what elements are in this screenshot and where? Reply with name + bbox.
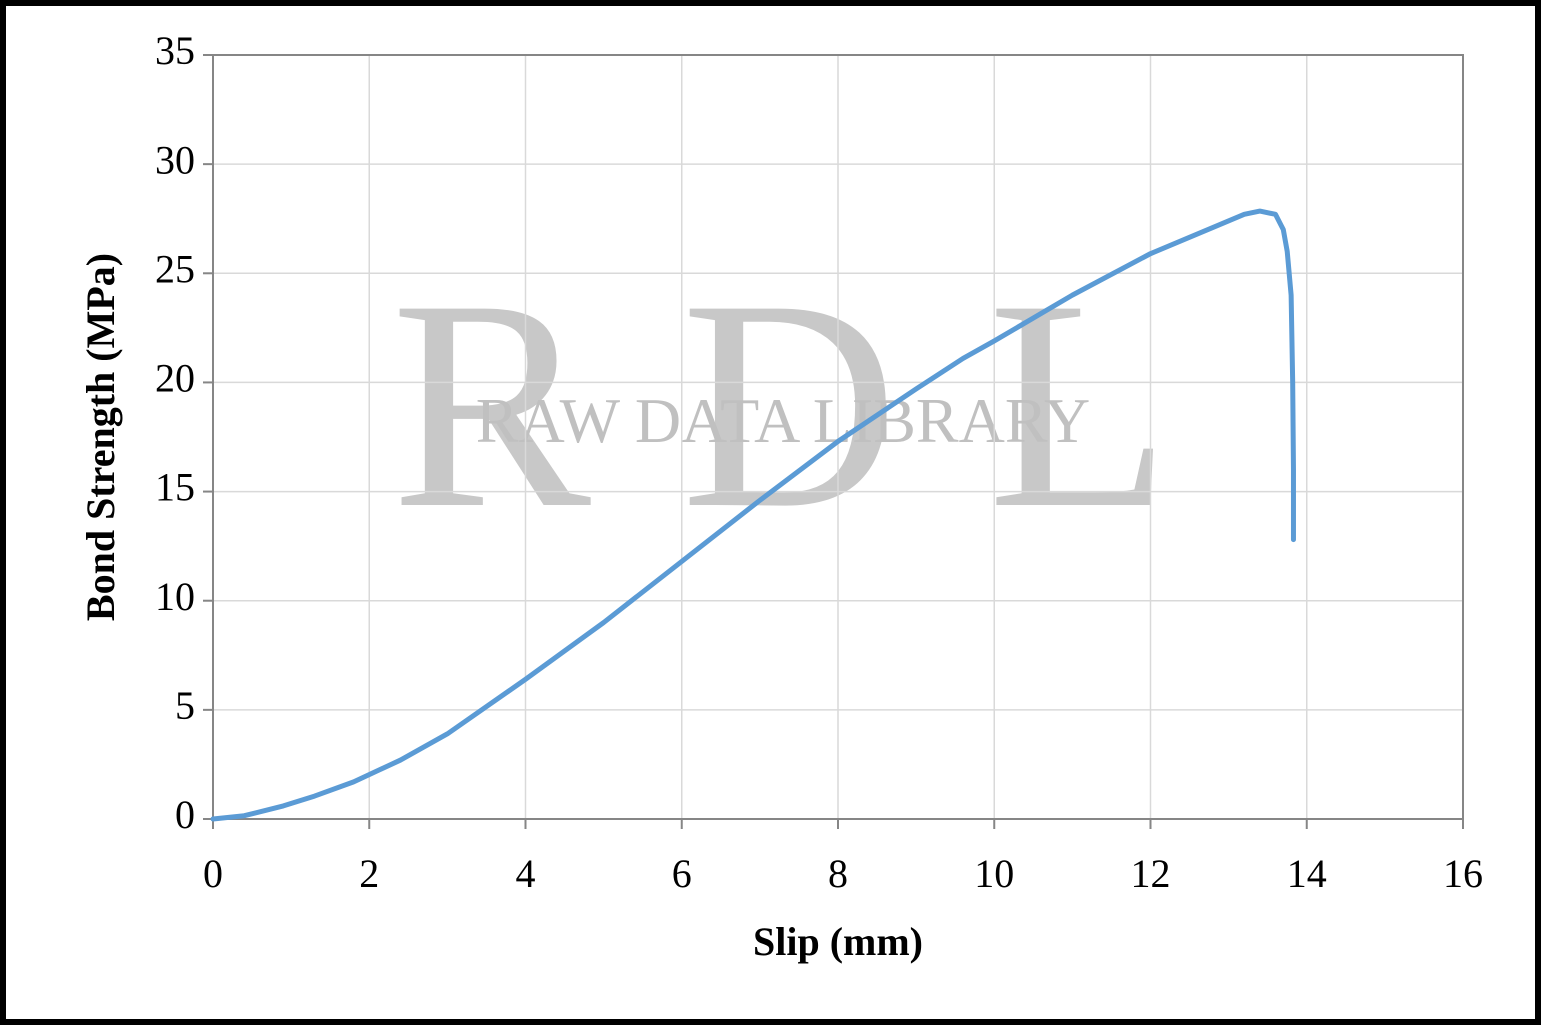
y-axis-title: Bond Strength (MPa): [78, 253, 123, 621]
watermark-text: RAW DATA LIBRARY: [476, 385, 1090, 456]
x-tick-label: 8: [828, 851, 848, 896]
y-tick-label: 20: [155, 356, 195, 401]
x-tick-label: 6: [672, 851, 692, 896]
plot-border: [212, 54, 1464, 820]
watermark-letters: RDL: [391, 238, 1261, 570]
x-tick-label: 4: [516, 851, 536, 896]
x-tick-label: 2: [359, 851, 379, 896]
data-line: [210, 208, 1296, 822]
watermark: RDL RAW DATA LIBRARY: [391, 238, 1261, 570]
x-tick-label: 12: [1131, 851, 1171, 896]
y-tick-label: 35: [155, 28, 195, 73]
y-tick-label: 5: [175, 683, 195, 728]
y-tick-label: 30: [155, 137, 195, 182]
y-tick-label: 0: [175, 792, 195, 837]
x-tick-label: 16: [1443, 851, 1483, 896]
x-tick-label: 10: [974, 851, 1014, 896]
y-tick-label: 25: [155, 246, 195, 291]
x-tick-label: 14: [1287, 851, 1327, 896]
x-tick-label: 0: [203, 851, 223, 896]
y-tick-label: 15: [155, 465, 195, 510]
x-axis-title: Slip (mm): [753, 919, 923, 964]
y-tick-label: 10: [155, 574, 195, 619]
